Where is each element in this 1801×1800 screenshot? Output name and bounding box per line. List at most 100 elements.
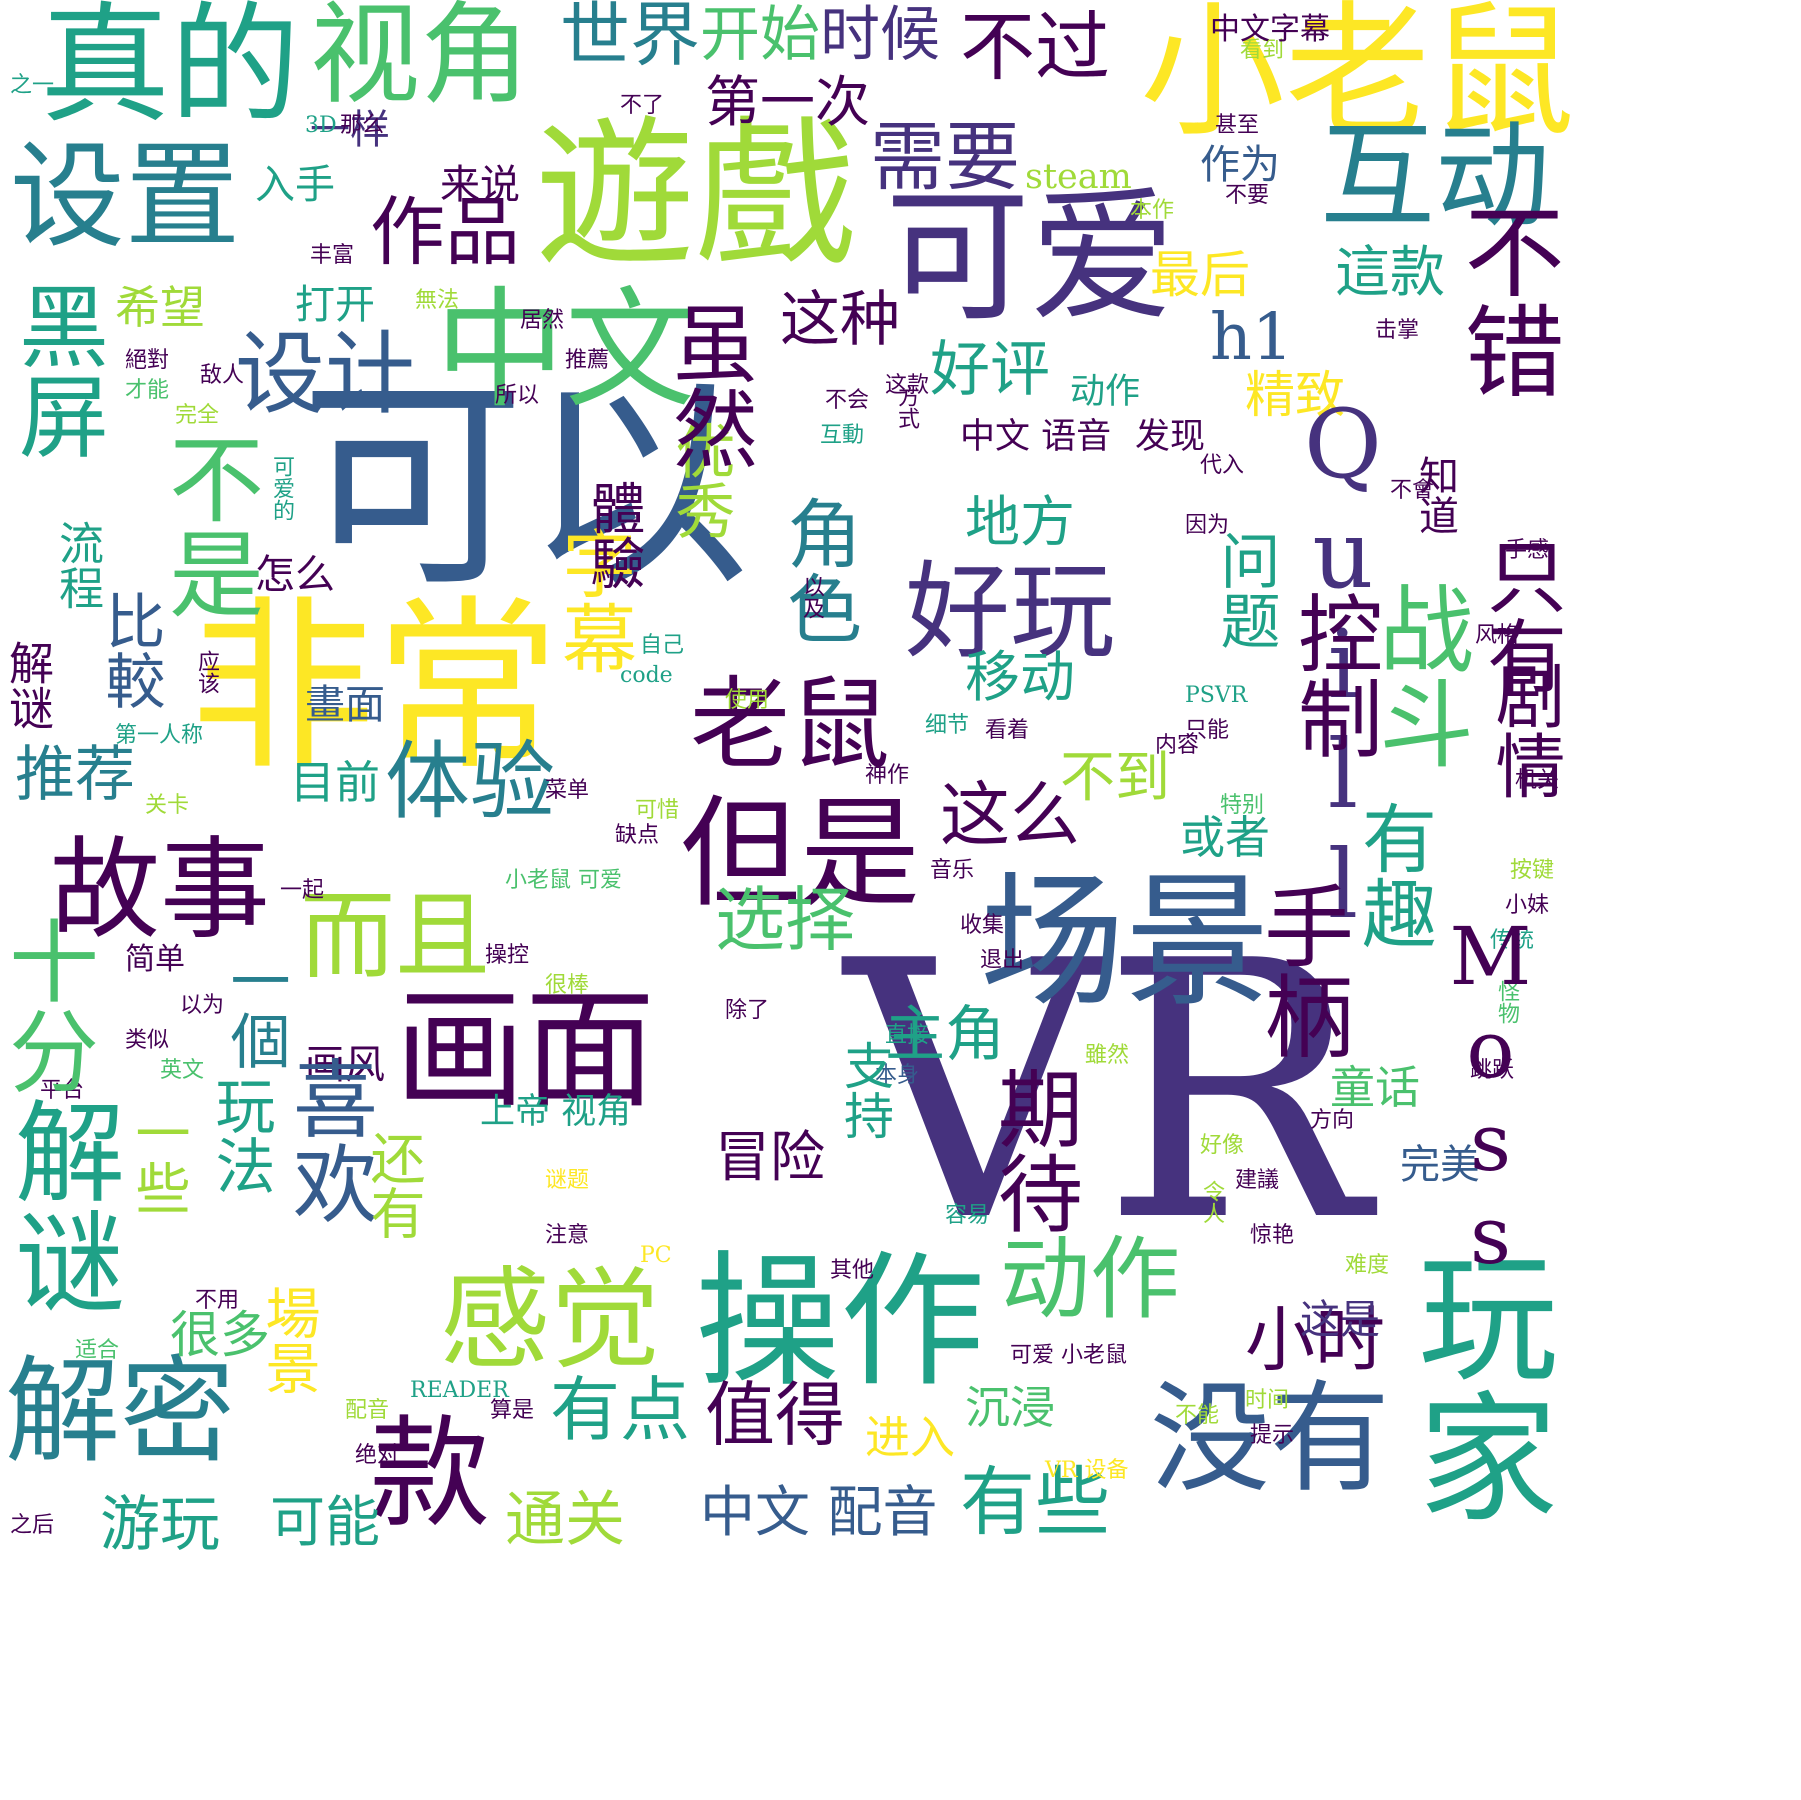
word-19: 互动 (1320, 110, 1551, 244)
word-46: 选择 (715, 879, 855, 961)
word-73: 上帝 视角 (480, 1092, 632, 1132)
word-146: 动作 (1070, 372, 1141, 412)
word-147: 这款 (885, 373, 930, 398)
word-6: 场景 (980, 858, 1270, 1027)
word-4: 小老鼠 (1140, 0, 1575, 157)
word-22: 老鼠 (690, 666, 890, 783)
word-192: 不错 (1447, 200, 1564, 400)
word-65: 这是 (1300, 1297, 1380, 1343)
word-84: 配音 (345, 1398, 390, 1423)
word-174: 喜欢 (278, 1055, 377, 1225)
word-141: 发现 (1135, 417, 1206, 457)
word-66: 进入 (865, 1411, 956, 1464)
word-195: 问题 (1210, 530, 1280, 650)
word-187: 期待 (983, 1065, 1082, 1235)
word-161: 中文字幕 (1210, 12, 1330, 47)
word-95: VR 设备 (1045, 1458, 1129, 1483)
word-33: 动作 (1000, 1227, 1180, 1332)
word-176: 一些 (126, 1105, 190, 1215)
word-91: 可爱 小老鼠 (1010, 1343, 1127, 1368)
word-29: 开始 (700, 0, 820, 70)
word-70: 畫面 (305, 682, 385, 728)
word-51: 这种 (780, 285, 900, 355)
word-59: 作为 (1200, 142, 1280, 188)
word-167: 黑屏 (3, 280, 108, 460)
word-151: 無法 (415, 288, 460, 313)
word-5: 操作 (695, 1238, 985, 1407)
word-3: 遊戲 (535, 101, 856, 288)
word-118: 关卡 (145, 793, 190, 818)
word-155: 甚至 (1215, 113, 1260, 138)
word-54: 這款 (1335, 240, 1446, 304)
word-100: 令人 (1199, 1180, 1224, 1224)
word-186: 手柄 (1248, 880, 1353, 1060)
word-94: 提示 (1250, 1423, 1295, 1448)
word-135: 应该 (194, 650, 219, 694)
word-181: 虽然 (658, 300, 757, 470)
word-199: 方式 (894, 385, 919, 429)
word-166: 完全 (175, 403, 220, 428)
word-57: 打开 (295, 282, 375, 328)
word-68: 冒险 (715, 1125, 826, 1189)
word-120: 使用 (725, 688, 770, 713)
word-117: 神作 (865, 763, 910, 788)
word-15: 没有 (1150, 1370, 1390, 1509)
word-171: 解谜 (1, 640, 54, 730)
word-93: 不能 (1175, 1403, 1220, 1428)
word-121: 细节 (925, 713, 970, 738)
word-170: 不是 (153, 430, 263, 620)
word-137: 手感 (1505, 538, 1550, 563)
word-132: 风格 (1475, 623, 1520, 648)
word-101: 本身 (875, 1063, 920, 1088)
word-127: 小妹 (1505, 893, 1550, 918)
word-16: 画面 (395, 974, 656, 1126)
word-52: h1 (1210, 300, 1294, 375)
word-179: 字幕 (549, 525, 637, 675)
word-172: 十分 (0, 915, 98, 1095)
word-188: 支持 (836, 1040, 894, 1140)
word-184: Quill (1288, 390, 1398, 940)
word-134: code (620, 663, 673, 688)
word-197: 可爱的 (269, 455, 294, 521)
word-106: 很棒 (545, 973, 590, 998)
word-131: PSVR (1185, 683, 1248, 708)
word-113: 音乐 (930, 858, 975, 883)
word-114: 缺点 (615, 823, 660, 848)
word-109: 一起 (280, 878, 325, 903)
word-63: 童话 (1330, 1061, 1421, 1114)
word-27: 不过 (960, 3, 1111, 91)
word-149: 居然 (520, 308, 565, 333)
word-7: 可爱 (885, 173, 1175, 342)
word-34: 有些 (960, 1458, 1111, 1546)
word-190: Moss (1444, 910, 1537, 1282)
word-138: 因为 (1185, 513, 1230, 538)
word-39: 可能 (270, 1490, 381, 1554)
word-18: 设置 (10, 130, 241, 264)
word-189: 有趣 (1349, 800, 1437, 950)
word-38: 中文 配音 (700, 1480, 938, 1544)
word-175: 玩法 (205, 1075, 275, 1195)
word-159: 不了 (620, 93, 665, 118)
word-122: 看着 (985, 718, 1030, 743)
word-108: 收集 (960, 913, 1005, 938)
word-48: 移动 (965, 645, 1076, 709)
word-191: 战斗 (1363, 580, 1473, 770)
word-35: 有点 (550, 1369, 690, 1451)
word-64: 完美 (1400, 1142, 1480, 1188)
word-69: 画风 (305, 1042, 385, 1088)
word-78: 不用 (195, 1288, 240, 1313)
word-128: 传统 (1490, 928, 1535, 953)
word-2: 非常 (190, 579, 560, 795)
word-75: 类似 (125, 1028, 170, 1053)
word-45: 不到 (1060, 745, 1171, 809)
word-178: 場景 (256, 1285, 320, 1395)
word-92: 时间 (1245, 1388, 1290, 1413)
word-124: 机关 (1515, 768, 1560, 793)
word-153: 本作 (1130, 198, 1175, 223)
word-43: 目前 (290, 756, 381, 809)
word-194: 剧情 (1484, 660, 1566, 800)
word-96: 跳跃 (1470, 1058, 1515, 1083)
word-177: 还有 (361, 1130, 425, 1240)
word-0: VR (845, 885, 1369, 1299)
word-49: 地方 (965, 490, 1076, 554)
